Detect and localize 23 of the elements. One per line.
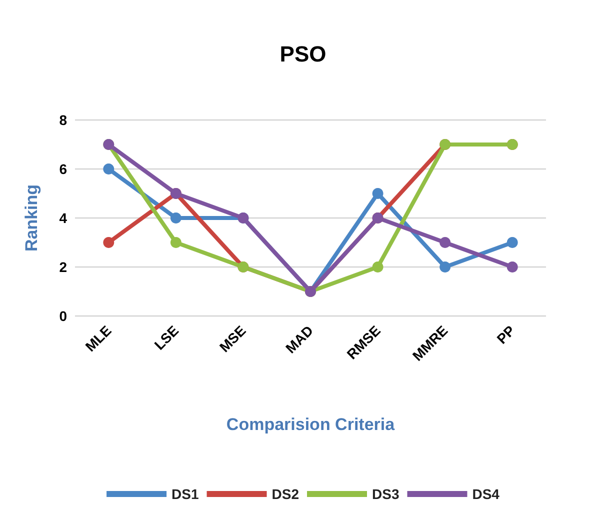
point <box>170 237 182 248</box>
x-axis-title: Comparision Criteria <box>226 415 396 434</box>
legend-label: DS3 <box>372 486 400 502</box>
x-tick-label: PP <box>494 322 518 347</box>
y-tick-label: 6 <box>59 161 68 177</box>
legend-label: DS2 <box>272 486 300 502</box>
point <box>103 237 114 248</box>
y-tick-label: 0 <box>59 308 68 324</box>
point <box>170 212 182 224</box>
point <box>440 262 451 272</box>
point <box>506 237 518 248</box>
point <box>372 262 384 272</box>
point <box>103 164 114 174</box>
y-tick-label: 2 <box>59 259 68 275</box>
point <box>506 262 518 272</box>
point <box>440 237 451 248</box>
legend-label: DS1 <box>172 486 199 502</box>
legend-label: DS4 <box>472 486 500 502</box>
y-axis-title: Ranking <box>22 184 41 252</box>
y-tick-label: 8 <box>59 112 68 128</box>
point <box>372 188 384 199</box>
y-tick-label: 4 <box>59 210 68 226</box>
chart-title: PSO <box>280 42 326 66</box>
